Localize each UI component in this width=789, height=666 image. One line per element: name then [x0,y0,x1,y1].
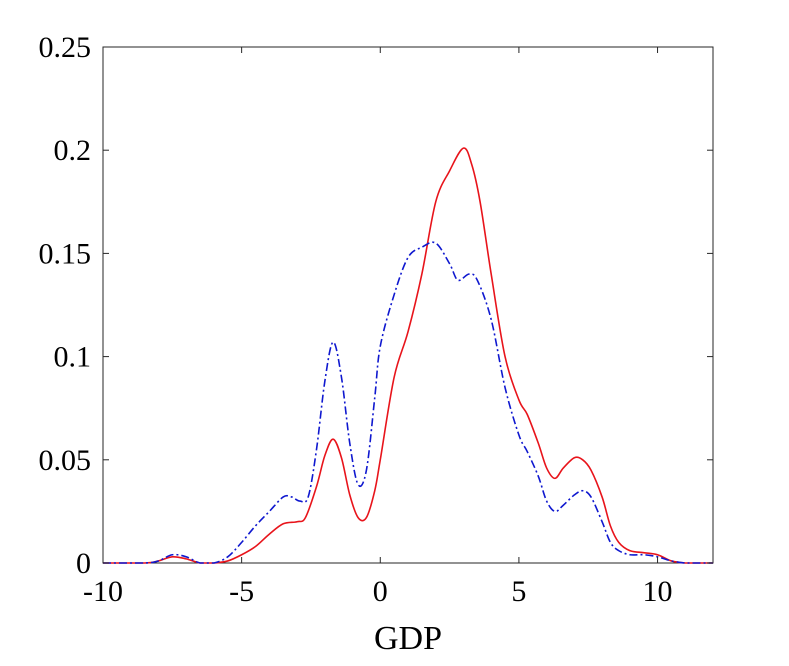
y-tick-label: 0.25 [39,31,92,64]
tick-layer: -10 -5 0 5 10 0 0.05 0.1 0.15 0.2 0.25 [39,31,713,608]
series-line-2 [102,241,713,564]
y-tick-label: 0 [76,547,91,580]
series-layer [102,147,713,564]
y-tick-label: 0.2 [54,134,92,167]
plot-frame [102,46,714,564]
x-tick-label: -10 [83,575,123,608]
y-tick-label: 0.15 [39,237,92,270]
x-tick-label: 10 [643,575,673,608]
plot-area-border [102,46,714,564]
x-tick-label: -5 [229,575,254,608]
x-tick-label: 0 [373,575,388,608]
x-tick-label: 5 [511,575,526,608]
y-tick-label: 0.1 [54,341,92,374]
y-tick-label: 0.05 [39,444,92,477]
x-axis-label: GDP [374,620,442,657]
series-line-1 [102,147,713,564]
